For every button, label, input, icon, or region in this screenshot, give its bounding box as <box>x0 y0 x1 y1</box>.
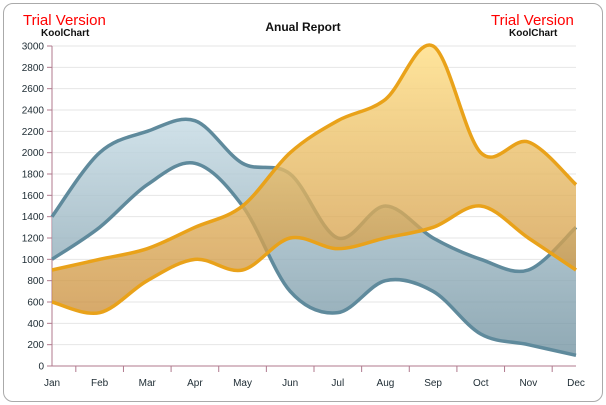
y-tick-label: 2000 <box>22 148 45 159</box>
y-tick-label: 1600 <box>22 191 45 202</box>
x-tick-label: Mar <box>139 378 157 389</box>
y-tick-label: 1800 <box>22 170 45 181</box>
y-tick-label: 1400 <box>22 212 45 223</box>
y-tick-label: 2800 <box>22 63 45 74</box>
watermark-brand-right: KoolChart <box>509 28 558 39</box>
x-tick-label: Jun <box>282 378 298 389</box>
watermark-trial-left: Trial Version <box>23 12 106 29</box>
x-tick-label: Dec <box>567 378 585 389</box>
y-tick-label: 1200 <box>22 234 45 245</box>
watermark-brand-left: KoolChart <box>41 28 90 39</box>
x-tick-label: May <box>233 378 252 389</box>
y-tick-label: 2200 <box>22 127 45 138</box>
x-tick-label: Feb <box>91 378 109 389</box>
x-tick-label: Oct <box>473 378 489 389</box>
x-tick-label: Jan <box>44 378 60 389</box>
series-1-low-line <box>51 204 577 316</box>
y-tick-label: 0 <box>38 362 44 373</box>
x-tick-label: Aug <box>377 378 395 389</box>
series-0-low-line <box>51 161 577 358</box>
y-tick-label: 2400 <box>22 106 45 117</box>
series-1-range-fill <box>52 44 576 314</box>
y-tick-label: 600 <box>27 298 44 309</box>
y-tick-label: 200 <box>27 340 44 351</box>
chart-title: Anual Report <box>265 20 341 34</box>
y-tick-label: 800 <box>27 276 44 287</box>
x-tick-label: Sep <box>424 378 442 389</box>
x-tick-label: Apr <box>187 378 203 389</box>
x-tick-label: Nov <box>519 378 537 389</box>
x-tick-label: Jul <box>331 378 344 389</box>
watermark-trial-right: Trial Version <box>491 12 574 29</box>
y-tick-label: 2600 <box>22 84 45 95</box>
y-tick-label: 400 <box>27 319 44 330</box>
y-tick-label: 1000 <box>22 255 45 266</box>
series-1-high-line <box>51 43 578 272</box>
y-tick-label: 3000 <box>22 42 45 53</box>
